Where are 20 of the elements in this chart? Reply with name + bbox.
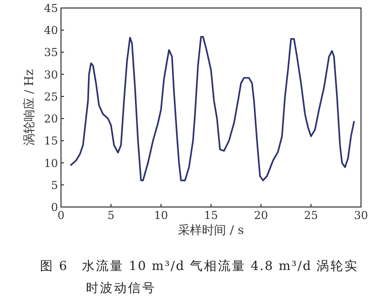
line-series [70,36,355,182]
x-tick-label: 15 [204,209,218,222]
y-tick-label: 0 [51,201,58,214]
y-tick-label: 5 [51,178,58,192]
x-tick-label: 25 [304,209,318,222]
x-tick-label: 20 [254,209,268,222]
x-axis-title: 采样时间 / s [178,223,244,237]
y-tick-label: 40 [44,24,58,38]
x-tick-label: 30 [354,209,368,222]
y-axis-title: 涡轮响应 / Hz [22,69,36,146]
x-tick-label: 10 [154,209,168,222]
y-tick-label: 45 [44,2,58,15]
caption: 图 6 水流量 10 m³/d 气相流量 4.8 m³/d 涡轮实时波动信号 [40,257,360,297]
y-tick-label: 15 [44,134,58,148]
x-tick-label: 5 [108,209,114,222]
y-tick-label: 10 [44,156,58,170]
y-tick-label: 20 [44,112,58,126]
y-tick-label: 30 [44,68,58,82]
y-tick-label: 25 [44,90,58,104]
y-tick-label: 35 [44,46,58,60]
